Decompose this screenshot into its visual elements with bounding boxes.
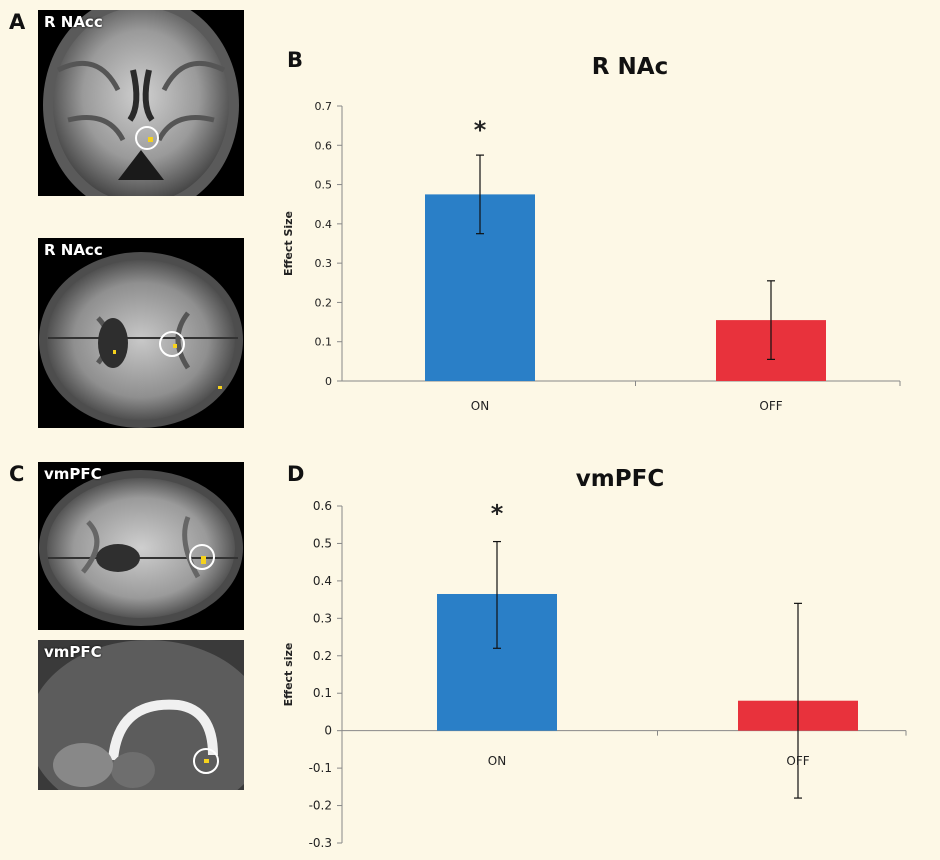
panel-letter-b: B	[287, 48, 304, 72]
activation-spot	[148, 137, 153, 142]
activation-spot	[173, 344, 177, 348]
axial-brain-image	[39, 252, 243, 428]
brain-scan-axial-vmpfc: vmPFC	[38, 462, 244, 630]
y-axis-label: Effect Size	[282, 211, 295, 276]
scan-label: R NAcc	[44, 241, 103, 259]
y-tick-label: 0.7	[315, 100, 333, 113]
y-tick-label: 0.4	[315, 218, 333, 231]
y-tick-label: 0.3	[315, 257, 333, 270]
y-tick-label: 0.6	[313, 499, 332, 513]
chart-title-vmpfc: vmPFC	[575, 466, 665, 492]
y-tick-label: 0	[324, 724, 332, 738]
scan-label: vmPFC	[44, 643, 102, 661]
y-tick-label: 0.3	[313, 611, 332, 625]
y-tick-label: -0.1	[309, 761, 332, 775]
sagittal-brain-image	[38, 640, 244, 790]
y-tick-label: -0.3	[309, 836, 332, 850]
x-tick-label: ON	[488, 754, 506, 768]
y-tick-label: 0.5	[313, 536, 332, 550]
x-tick-label: OFF	[759, 399, 782, 413]
panel-letter-c: C	[9, 462, 25, 486]
activation-spot	[204, 759, 209, 763]
significance-star: *	[474, 116, 487, 144]
coronal-brain-image	[43, 10, 239, 196]
brain-scan-sagittal-vmpfc: vmPFC	[38, 640, 244, 790]
y-axis-label: Effect size	[282, 643, 295, 707]
y-tick-label: 0.6	[315, 139, 333, 152]
y-tick-label: 0.1	[315, 336, 333, 349]
scan-label: vmPFC	[44, 465, 102, 483]
axial-brain-image	[39, 470, 243, 626]
scan-label: R NAcc	[44, 13, 103, 31]
brain-scan-axial-nacc: R NAcc	[38, 238, 244, 428]
y-tick-label: 0.1	[313, 686, 332, 700]
brain-scan-coronal-nacc: R NAcc	[38, 10, 244, 196]
y-tick-label: -0.2	[309, 799, 332, 813]
y-tick-label: 0.2	[313, 649, 332, 663]
x-tick-label: ON	[471, 399, 489, 413]
chart-title-nacc: R NAc	[591, 54, 669, 80]
y-tick-label: 0	[325, 375, 332, 388]
panel-letter-a: A	[9, 10, 26, 34]
y-tick-label: 0.5	[315, 179, 333, 192]
x-tick-label: OFF	[786, 754, 809, 768]
significance-star: *	[491, 500, 504, 528]
y-tick-label: 0.2	[315, 296, 333, 309]
panel-letter-d: D	[287, 462, 305, 486]
y-tick-label: 0.4	[313, 574, 332, 588]
activation-spot	[201, 556, 206, 564]
